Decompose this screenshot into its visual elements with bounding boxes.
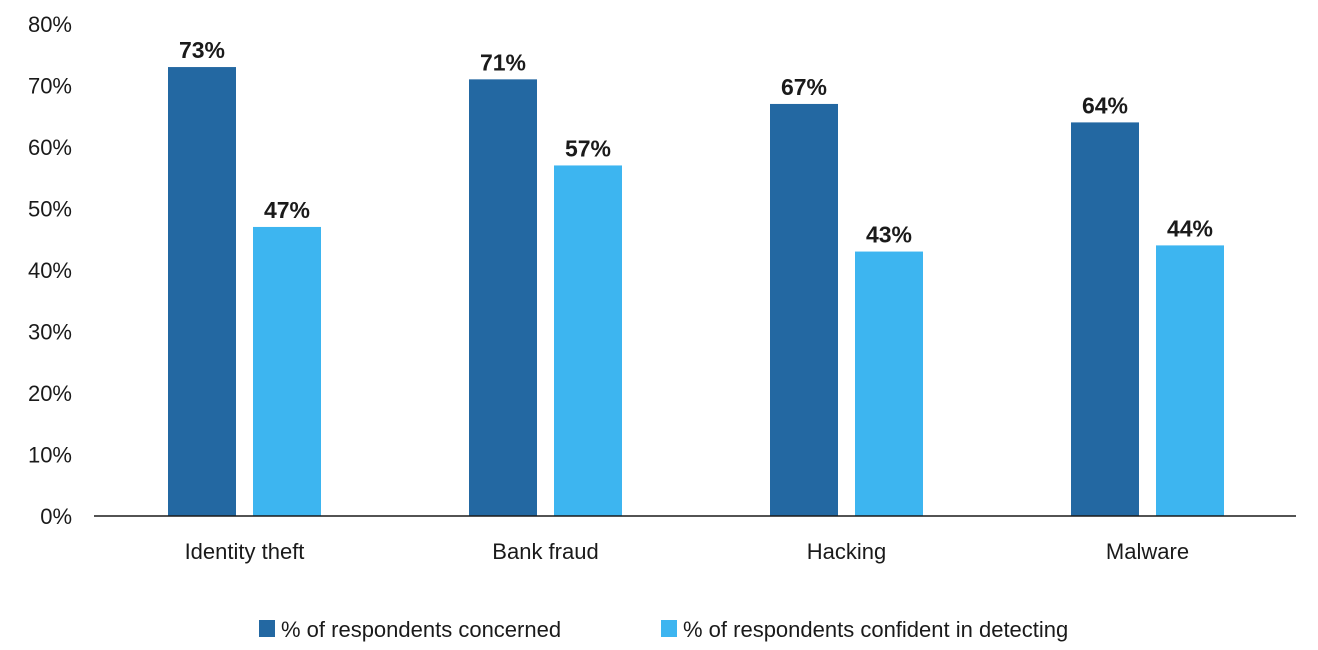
- bar-confident: [554, 165, 622, 516]
- bar-confident: [1156, 245, 1224, 516]
- bar-confident: [855, 251, 923, 517]
- data-label: 73%: [179, 37, 225, 63]
- data-label: 64%: [1082, 92, 1128, 118]
- x-category-label: Identity theft: [185, 539, 305, 564]
- bar-concerned: [770, 103, 838, 516]
- data-label: 44%: [1167, 215, 1213, 241]
- bar-confident: [253, 226, 321, 516]
- data-label: 71%: [480, 49, 526, 75]
- bar-concerned: [469, 79, 537, 516]
- y-tick-label: 30%: [28, 320, 72, 345]
- x-category-label: Malware: [1106, 539, 1189, 564]
- data-label: 57%: [565, 135, 611, 161]
- legend-swatch: [259, 620, 275, 637]
- data-label: 47%: [264, 197, 310, 223]
- y-tick-label: 10%: [28, 443, 72, 468]
- x-category-label: Bank fraud: [492, 539, 598, 564]
- y-tick-label: 80%: [28, 12, 72, 37]
- bar-concerned: [168, 67, 236, 517]
- legend-label: % of respondents concerned: [281, 617, 561, 642]
- y-tick-label: 70%: [28, 74, 72, 99]
- data-label: 43%: [866, 222, 912, 248]
- y-tick-label: 40%: [28, 258, 72, 283]
- y-tick-label: 50%: [28, 197, 72, 222]
- y-tick-label: 0%: [40, 504, 72, 529]
- data-label: 67%: [781, 74, 827, 100]
- legend-label: % of respondents confident in detecting: [683, 617, 1068, 642]
- y-tick-label: 60%: [28, 135, 72, 160]
- y-tick-label: 20%: [28, 381, 72, 406]
- legend-swatch: [661, 620, 677, 637]
- x-category-label: Hacking: [807, 539, 886, 564]
- bar-concerned: [1071, 122, 1139, 517]
